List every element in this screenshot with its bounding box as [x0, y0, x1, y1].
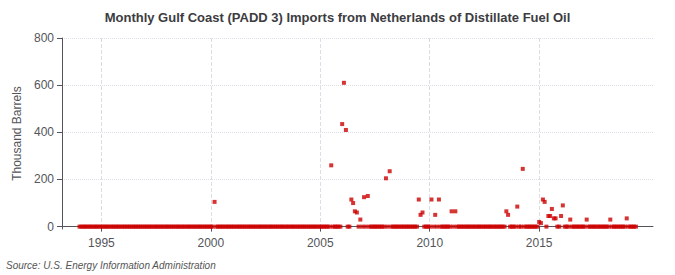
svg-text:600: 600 — [34, 78, 54, 92]
svg-text:1995: 1995 — [88, 236, 115, 250]
svg-text:0: 0 — [47, 220, 54, 234]
svg-text:200: 200 — [34, 172, 54, 186]
svg-text:2010: 2010 — [416, 236, 443, 250]
svg-text:800: 800 — [34, 31, 54, 45]
svg-text:2015: 2015 — [526, 236, 553, 250]
svg-text:Thousand Barrels: Thousand Barrels — [10, 86, 24, 181]
svg-text:400: 400 — [34, 125, 54, 139]
svg-text:Source: U.S. Energy Informatio: Source: U.S. Energy Information Administ… — [6, 260, 216, 271]
svg-text:2000: 2000 — [197, 236, 224, 250]
svg-text:2005: 2005 — [307, 236, 334, 250]
svg-text:Monthly Gulf Coast (PADD 3) Im: Monthly Gulf Coast (PADD 3) Imports from… — [105, 10, 571, 25]
